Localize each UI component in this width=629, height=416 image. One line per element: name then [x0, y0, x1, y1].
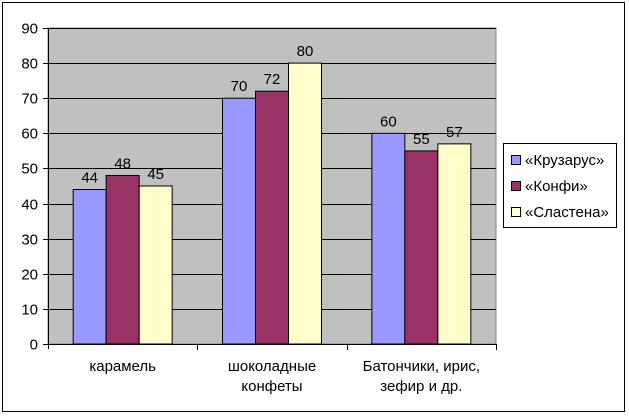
- x-axis-categories: карамель шоколадные конфеты Батончики, ирис…: [89, 358, 480, 395]
- x-category-label: Батончики, ирис, зефир и др.: [363, 358, 480, 395]
- data-label: 48: [114, 155, 131, 172]
- y-axis-ticks: 0 10 20 30 40 50 60 70 80 90: [21, 21, 48, 354]
- x-category-label-line: шоколадные: [228, 358, 316, 375]
- y-tick-label: 30: [21, 232, 38, 249]
- legend-box: [503, 143, 617, 228]
- bars: [72, 62, 472, 345]
- y-tick-label: 10: [21, 302, 38, 319]
- legend-label: «Сластена»: [525, 204, 609, 221]
- bar: [138, 185, 173, 345]
- axes: [43, 28, 497, 350]
- y-tick-label: 0: [30, 337, 38, 354]
- data-labels: 44 70 60 48 72 55 45 80 57: [81, 43, 462, 186]
- bar: [404, 150, 439, 345]
- x-category-label: шоколадные конфеты: [228, 358, 316, 395]
- bar: [222, 97, 256, 345]
- bar: [371, 132, 406, 345]
- data-label: 44: [81, 170, 98, 187]
- x-category-label-line: Батончики, ирис,: [363, 358, 480, 375]
- bar: [105, 174, 140, 345]
- bar: [72, 189, 107, 345]
- legend: «Крузарус» «Конфи» «Сластена»: [503, 143, 617, 228]
- legend-swatch: [511, 181, 521, 191]
- y-tick-label: 80: [21, 56, 38, 73]
- legend-label: «Конфи»: [525, 178, 588, 195]
- data-label: 72: [264, 71, 281, 88]
- x-category-label-line: зефир и др.: [380, 378, 462, 395]
- data-label: 57: [446, 124, 463, 141]
- y-tick-label: 50: [21, 161, 38, 178]
- y-tick-label: 20: [21, 267, 38, 284]
- data-label: 60: [380, 113, 397, 130]
- x-category-label: карамель: [89, 358, 156, 375]
- y-tick-label: 90: [21, 21, 38, 38]
- legend-swatch: [511, 155, 521, 165]
- data-label: 55: [413, 131, 430, 148]
- data-label: 80: [297, 43, 314, 60]
- x-category-label-line: конфеты: [241, 378, 302, 395]
- bar: [437, 143, 472, 345]
- x-category-label-line: карамель: [89, 358, 156, 375]
- data-label: 45: [147, 166, 164, 183]
- y-tick-label: 70: [21, 91, 38, 108]
- bar: [288, 62, 322, 345]
- legend-label: «Крузарус»: [525, 152, 604, 169]
- legend-swatch: [511, 207, 521, 217]
- bar: [255, 90, 289, 345]
- y-tick-label: 60: [21, 126, 38, 143]
- data-label: 70: [231, 78, 248, 95]
- y-tick-label: 40: [21, 197, 38, 214]
